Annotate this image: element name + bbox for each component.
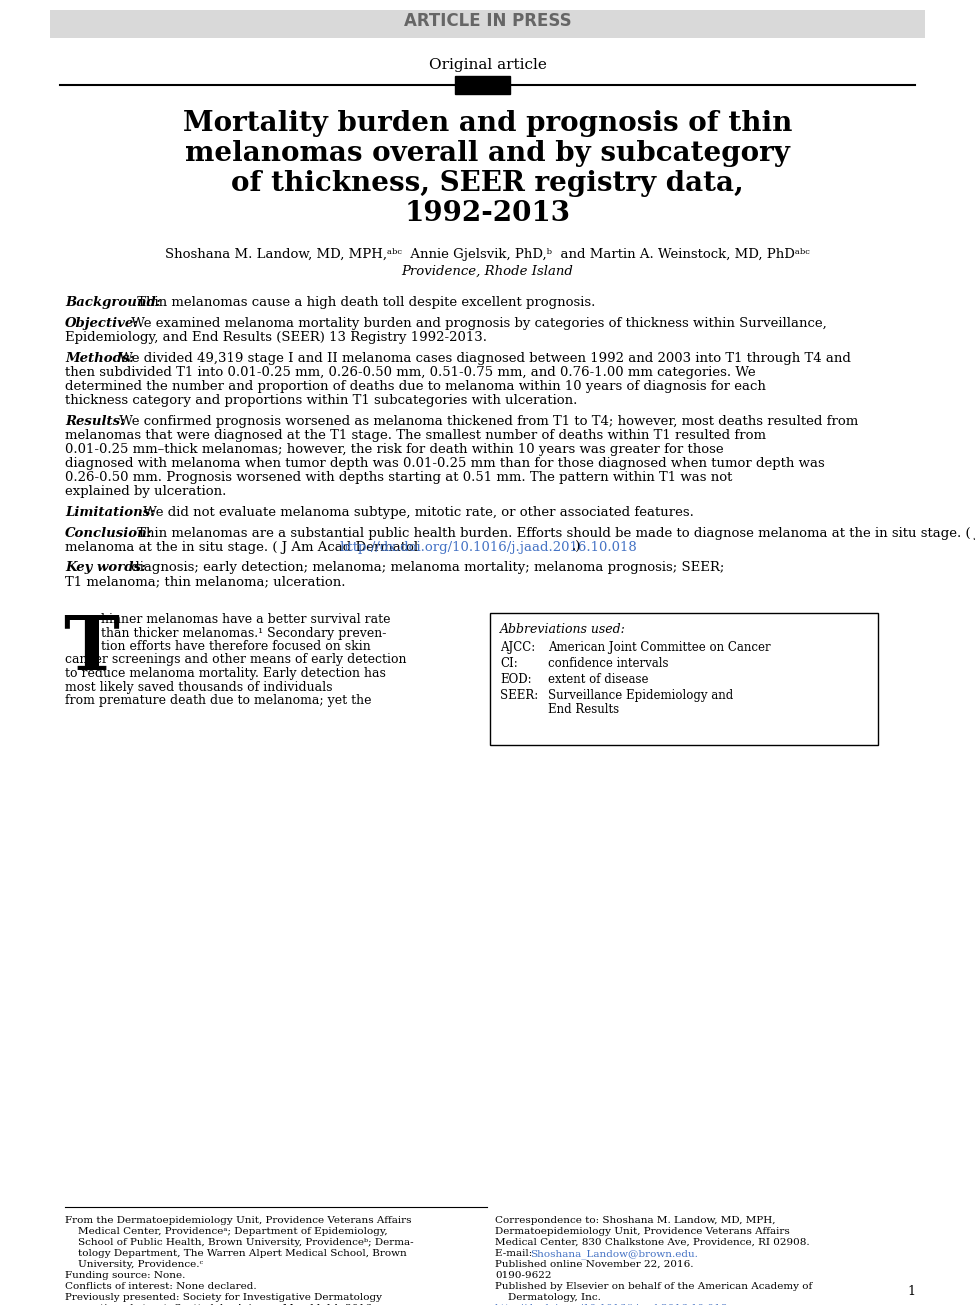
FancyBboxPatch shape xyxy=(490,613,878,745)
Text: to reduce melanoma mortality. Early detection has: to reduce melanoma mortality. Early dete… xyxy=(65,667,386,680)
Text: 1992-2013: 1992-2013 xyxy=(405,200,570,227)
Text: diagnosis; early detection; melanoma; melanoma mortality; melanoma prognosis; SE: diagnosis; early detection; melanoma; me… xyxy=(127,561,724,574)
Text: Epidemiology, and End Results (SEER) 13 Registry 1992-2013.: Epidemiology, and End Results (SEER) 13 … xyxy=(65,331,487,345)
Text: extent of disease: extent of disease xyxy=(548,673,648,686)
Text: Key words:: Key words: xyxy=(65,561,146,574)
Text: Conclusion:: Conclusion: xyxy=(65,527,153,540)
Text: of thickness, SEER registry data,: of thickness, SEER registry data, xyxy=(231,170,744,197)
Text: We confirmed prognosis worsened as melanoma thickened from T1 to T4; however, mo: We confirmed prognosis worsened as melan… xyxy=(115,415,858,428)
Text: hinner melanomas have a better survival rate: hinner melanomas have a better survival … xyxy=(101,613,391,626)
Text: Conflicts of interest: None declared.: Conflicts of interest: None declared. xyxy=(65,1282,256,1291)
Text: tion efforts have therefore focused on skin: tion efforts have therefore focused on s… xyxy=(101,639,370,652)
Text: EOD:: EOD: xyxy=(500,673,531,686)
Text: Published online November 22, 2016.: Published online November 22, 2016. xyxy=(495,1261,693,1268)
Text: Published by Elsevier on behalf of the American Academy of: Published by Elsevier on behalf of the A… xyxy=(495,1282,812,1291)
Text: Shoshana M. Landow, MD, MPH,ᵃᵇᶜ  Annie Gjelsvik, PhD,ᵇ  and Martin A. Weinstock,: Shoshana M. Landow, MD, MPH,ᵃᵇᶜ Annie Gj… xyxy=(165,248,810,261)
Text: Thin melanomas cause a high death toll despite excellent prognosis.: Thin melanomas cause a high death toll d… xyxy=(134,296,596,309)
Text: AJCC:: AJCC: xyxy=(500,641,535,654)
Text: 0.01-0.25 mm–thick melanomas; however, the risk for death within 10 years was gr: 0.01-0.25 mm–thick melanomas; however, t… xyxy=(65,442,723,455)
Text: from premature death due to melanoma; yet the: from premature death due to melanoma; ye… xyxy=(65,694,371,707)
Text: most likely saved thousands of individuals: most likely saved thousands of individua… xyxy=(65,680,332,693)
Text: Surveillance Epidemiology and: Surveillance Epidemiology and xyxy=(548,689,733,702)
Text: Dermatoepidemiology Unit, Providence Veterans Affairs: Dermatoepidemiology Unit, Providence Vet… xyxy=(495,1227,790,1236)
Text: Background:: Background: xyxy=(65,296,161,309)
Bar xyxy=(50,10,925,38)
Text: We divided 49,319 stage I and II melanoma cases diagnosed between 1992 and 2003 : We divided 49,319 stage I and II melanom… xyxy=(115,352,850,365)
Text: than thicker melanomas.¹ Secondary preven-: than thicker melanomas.¹ Secondary preve… xyxy=(101,626,386,639)
Text: Providence, Rhode Island: Providence, Rhode Island xyxy=(402,265,573,278)
Text: From the Dermatoepidemiology Unit, Providence Veterans Affairs: From the Dermatoepidemiology Unit, Provi… xyxy=(65,1216,411,1225)
Text: Limitations:: Limitations: xyxy=(65,506,155,519)
Text: http://dx.doi.org/10.1016/j.jaad.2016.10.018: http://dx.doi.org/10.1016/j.jaad.2016.10… xyxy=(339,542,638,555)
Text: 0.26-0.50 mm. Prognosis worsened with depths starting at 0.51 mm. The pattern wi: 0.26-0.50 mm. Prognosis worsened with de… xyxy=(65,471,732,484)
Text: We did not evaluate melanoma subtype, mitotic rate, or other associated features: We did not evaluate melanoma subtype, mi… xyxy=(139,506,694,519)
Text: T: T xyxy=(63,613,119,686)
Text: E-mail:: E-mail: xyxy=(495,1249,535,1258)
Text: Results:: Results: xyxy=(65,415,125,428)
Text: cancer screenings and other means of early detection: cancer screenings and other means of ear… xyxy=(65,654,407,667)
Text: Methods:: Methods: xyxy=(65,352,135,365)
Text: Abbreviations used:: Abbreviations used: xyxy=(500,622,626,636)
Text: melanoma at the in situ stage. ( J Am Acad Dermatol: melanoma at the in situ stage. ( J Am Ac… xyxy=(65,542,422,555)
Text: ARTICLE IN PRESS: ARTICLE IN PRESS xyxy=(404,12,571,30)
Text: CI:: CI: xyxy=(500,656,518,669)
Text: Dermatology, Inc.: Dermatology, Inc. xyxy=(495,1293,601,1302)
Bar xyxy=(455,76,510,94)
Text: 0190-9622: 0190-9622 xyxy=(495,1271,552,1280)
Text: explained by ulceration.: explained by ulceration. xyxy=(65,485,226,499)
Text: End Results: End Results xyxy=(548,703,619,716)
Text: diagnosed with melanoma when tumor depth was 0.01-0.25 mm than for those diagnos: diagnosed with melanoma when tumor depth… xyxy=(65,457,825,470)
Text: Correspondence to: Shoshana M. Landow, MD, MPH,: Correspondence to: Shoshana M. Landow, M… xyxy=(495,1216,775,1225)
Text: American Joint Committee on Cancer: American Joint Committee on Cancer xyxy=(548,641,770,654)
Text: melanomas overall and by subcategory: melanomas overall and by subcategory xyxy=(185,140,790,167)
Text: School of Public Health, Brown University, Providenceᵇ; Derma-: School of Public Health, Brown Universit… xyxy=(65,1238,413,1248)
Text: We examined melanoma mortality burden and prognosis by categories of thickness w: We examined melanoma mortality burden an… xyxy=(127,317,827,330)
Text: .): .) xyxy=(572,542,581,555)
Text: SEER:: SEER: xyxy=(500,689,538,702)
Text: Original article: Original article xyxy=(429,57,546,72)
Text: melanomas that were diagnosed at the T1 stage. The smallest number of deaths wit: melanomas that were diagnosed at the T1 … xyxy=(65,429,766,442)
Text: determined the number and proportion of deaths due to melanoma within 10 years o: determined the number and proportion of … xyxy=(65,380,766,393)
Text: thickness category and proportions within T1 subcategories with ulceration.: thickness category and proportions withi… xyxy=(65,394,577,407)
Text: Thin melanomas are a substantial public health burden. Efforts should be made to: Thin melanomas are a substantial public … xyxy=(134,527,975,540)
Text: then subdivided T1 into 0.01-0.25 mm, 0.26-0.50 mm, 0.51-0.75 mm, and 0.76-1.00 : then subdivided T1 into 0.01-0.25 mm, 0.… xyxy=(65,365,756,378)
Text: Medical Center, 830 Chalkstone Ave, Providence, RI 02908.: Medical Center, 830 Chalkstone Ave, Prov… xyxy=(495,1238,809,1248)
Text: Previously presented: Society for Investigative Dermatology: Previously presented: Society for Invest… xyxy=(65,1293,382,1302)
Text: T1 melanoma; thin melanoma; ulceration.: T1 melanoma; thin melanoma; ulceration. xyxy=(65,576,345,589)
Text: University, Providence.ᶜ: University, Providence.ᶜ xyxy=(65,1261,203,1268)
Text: Mortality burden and prognosis of thin: Mortality burden and prognosis of thin xyxy=(183,110,792,137)
Text: confidence intervals: confidence intervals xyxy=(548,656,669,669)
Text: tology Department, The Warren Alpert Medical School, Brown: tology Department, The Warren Alpert Med… xyxy=(65,1249,407,1258)
Text: Shoshana_Landow@brown.edu.: Shoshana_Landow@brown.edu. xyxy=(529,1249,698,1259)
Text: Funding source: None.: Funding source: None. xyxy=(65,1271,185,1280)
Text: 1: 1 xyxy=(907,1285,915,1298)
Text: Objective:: Objective: xyxy=(65,317,139,330)
Text: Medical Center, Providenceᵃ; Department of Epidemiology,: Medical Center, Providenceᵃ; Department … xyxy=(65,1227,388,1236)
